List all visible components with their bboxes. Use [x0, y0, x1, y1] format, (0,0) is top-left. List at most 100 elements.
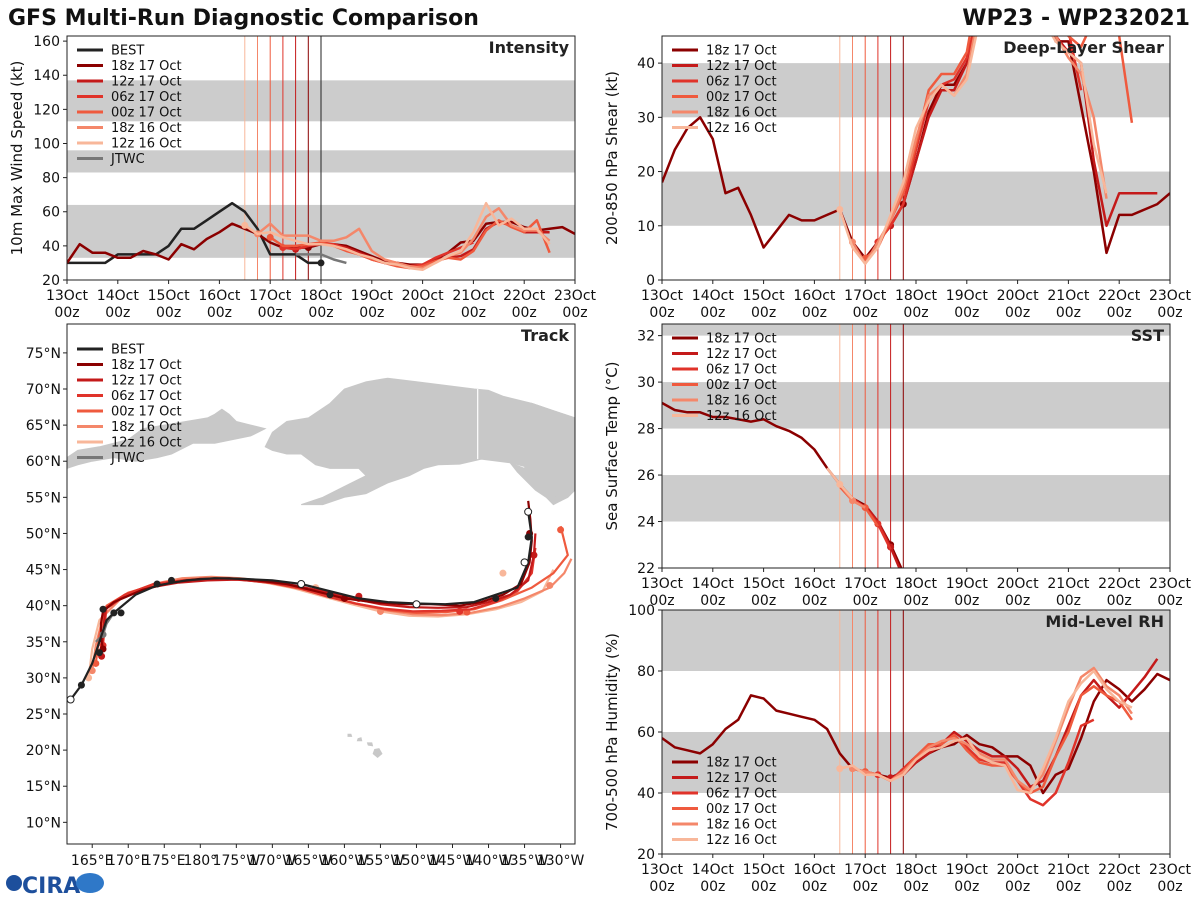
legend-label-18z-17-oct: 18z 17 Oct	[111, 358, 182, 373]
legend-label-12z-16-oct: 12z 16 Oct	[111, 137, 182, 152]
x-tick-date-1: 14Oct	[692, 576, 735, 592]
x-tick-hour-8: 00z	[1056, 305, 1081, 321]
y-axis-label: 10m Max Wind Speed (kt)	[8, 61, 26, 256]
x-tick-hour-2: 00z	[156, 305, 181, 321]
y-tick-label-100: 100	[628, 603, 655, 619]
x-tick-hour-0: 00z	[649, 305, 674, 321]
x-tick-hour-8: 00z	[461, 305, 486, 321]
x-tick-hour-7: 00z	[1005, 593, 1030, 609]
series-line-jtwc	[295, 253, 347, 265]
y-tick-label-10: 10	[637, 219, 655, 235]
track-marker-best-4	[110, 609, 118, 617]
track-marker-12z-16-oct-2	[499, 569, 507, 577]
legend-label-18z-16-oct: 18z 16 Oct	[706, 394, 777, 409]
track-open-marker-best-2	[412, 600, 421, 609]
lat-tick-label-1: 15°N	[26, 779, 61, 795]
x-tick-hour-5: 00z	[308, 305, 333, 321]
track-open-marker-best-3	[520, 558, 529, 567]
sst-panel: 22242628303213Oct00z14Oct00z15Oct00z16Oc…	[603, 323, 1192, 609]
legend-label-12z-17-oct: 12z 17 Oct	[706, 59, 777, 74]
x-tick-date-5: 18Oct	[895, 288, 938, 304]
x-tick-hour-5: 00z	[903, 305, 928, 321]
y-tick-label-28: 28	[637, 422, 655, 438]
x-tick-hour-2: 00z	[751, 305, 776, 321]
lon-tick-label-2: 175°E	[143, 853, 186, 869]
x-tick-date-6: 19Oct	[351, 288, 394, 304]
x-tick-date-6: 19Oct	[946, 862, 989, 878]
track-marker-12z-17-oct-2	[530, 551, 538, 559]
lon-tick-label-1: 170°E	[107, 853, 150, 869]
shade-band-0	[662, 475, 1170, 522]
x-tick-hour-9: 00z	[512, 305, 537, 321]
series-line-best	[67, 201, 321, 265]
x-tick-hour-9: 00z	[1107, 879, 1132, 895]
shear-panel: 01020304013Oct00z14Oct00z15Oct00z16Oct00…	[603, 35, 1192, 321]
panel-title: Mid-Level RH	[1045, 612, 1164, 631]
track-line-18z-17-oct	[99, 500, 533, 650]
legend-label-18z-16-oct: 18z 16 Oct	[706, 106, 777, 121]
x-tick-date-2: 15Oct	[743, 576, 786, 592]
legend-label-12z-16-oct: 12z 16 Oct	[111, 436, 182, 451]
lat-tick-label-2: 20°N	[26, 743, 61, 759]
panel-title: Track	[521, 326, 569, 345]
legend-label-06z-17-oct: 06z 17 Oct	[706, 75, 777, 90]
lon-tick-label-13: 130°W	[537, 853, 585, 869]
track-open-marker-best-1	[297, 580, 306, 588]
legend-label-06z-17-oct: 06z 17 Oct	[111, 90, 182, 105]
x-tick-hour-2: 00z	[751, 593, 776, 609]
x-tick-hour-4: 00z	[853, 305, 878, 321]
cira-logo-text: CIRA	[22, 874, 80, 899]
lon-tick-label-9: 150°W	[393, 853, 441, 869]
track-line-18z-16-oct	[91, 558, 573, 671]
map-area	[67, 377, 575, 758]
y-tick-label-24: 24	[637, 515, 655, 531]
track-marker-best-7	[167, 576, 175, 584]
x-tick-date-6: 19Oct	[946, 576, 989, 592]
track-line-jtwc	[95, 612, 115, 643]
land-hawaii-2	[366, 742, 374, 747]
plot-area	[662, 324, 1170, 568]
track-marker-18z-16-oct-2	[546, 581, 554, 589]
shade-band-1	[662, 610, 1170, 671]
x-tick-date-8: 21Oct	[452, 288, 495, 304]
x-tick-date-8: 21Oct	[1047, 576, 1090, 592]
x-tick-hour-1: 00z	[105, 305, 130, 321]
x-tick-hour-9: 00z	[1107, 593, 1132, 609]
y-tick-label-0: 0	[646, 273, 655, 289]
x-tick-hour-3: 00z	[207, 305, 232, 321]
x-tick-date-0: 13Oct	[641, 862, 684, 878]
y-tick-label-32: 32	[637, 329, 655, 345]
y-tick-label-80: 80	[637, 664, 655, 680]
legend-label-18z-16-oct: 18z 16 Oct	[706, 818, 777, 833]
x-tick-hour-4: 00z	[258, 305, 283, 321]
legend-label-18z-16-oct: 18z 16 Oct	[111, 121, 182, 136]
x-tick-hour-7: 00z	[1005, 305, 1030, 321]
y-tick-label-120: 120	[33, 102, 60, 118]
rh-panel: 2040608010013Oct00z14Oct00z15Oct00z16Oct…	[603, 603, 1192, 895]
track-marker-18z-17-oct-1	[340, 594, 348, 602]
x-tick-date-6: 19Oct	[946, 288, 989, 304]
series-line-00z-17-oct	[864, 36, 1134, 260]
x-tick-date-10: 23Oct	[1149, 862, 1192, 878]
x-tick-date-4: 17Oct	[844, 576, 887, 592]
legend-label-12z-16-oct: 12z 16 Oct	[706, 409, 777, 424]
y-tick-label-140: 140	[33, 68, 60, 84]
noaa-globe-icon	[76, 873, 104, 893]
y-tick-label-40: 40	[637, 56, 655, 72]
x-tick-hour-10: 00z	[1157, 593, 1182, 609]
track-marker-best-2	[95, 649, 103, 657]
lon-tick-label-3: 180°	[183, 853, 217, 869]
x-tick-hour-1: 00z	[700, 879, 725, 895]
legend-label-00z-17-oct: 00z 17 Oct	[706, 802, 777, 817]
x-tick-hour-0: 00z	[649, 879, 674, 895]
series-marker-12z-16-oct-0	[836, 765, 844, 773]
lat-tick-label-9: 55°N	[26, 490, 61, 506]
lat-tick-label-3: 25°N	[26, 707, 61, 723]
y-tick-label-20: 20	[637, 847, 655, 863]
lon-tick-label-7: 160°W	[321, 853, 369, 869]
series-marker-best-0	[317, 259, 325, 267]
x-tick-date-10: 23Oct	[1149, 576, 1192, 592]
shade-band-0	[662, 171, 1170, 226]
x-tick-date-3: 16Oct	[793, 862, 836, 878]
x-tick-hour-6: 00z	[359, 305, 384, 321]
